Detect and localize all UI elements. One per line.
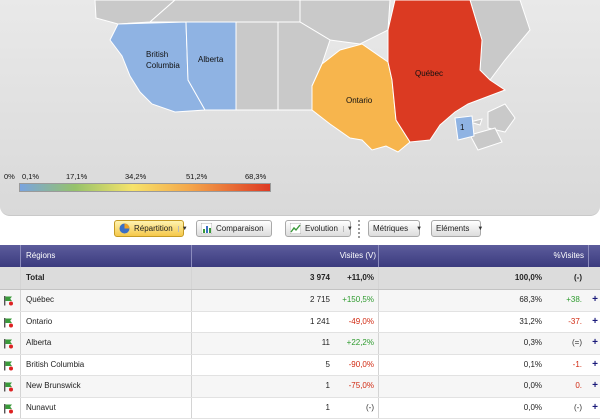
row-pct-trend: -1.	[548, 355, 582, 375]
map-label-new-brunswick: 1	[460, 123, 465, 132]
row-visites: 5	[200, 355, 330, 375]
total-pct: 100,0%	[400, 267, 542, 289]
total-pct-trend: (-)	[548, 267, 582, 289]
expand-plus-icon[interactable]: +	[590, 295, 600, 305]
bar-chart-icon	[201, 223, 212, 234]
table-body: Québec 2 715+150,5% 68,3% +38. + Ontario 1 241…	[0, 290, 600, 419]
legend-color-scale	[19, 183, 271, 192]
row-trend: -90,0%	[330, 355, 374, 375]
map-panel: British Columbia Alberta Ontario Québec …	[0, 0, 600, 216]
row-trend: -49,0%	[330, 312, 374, 332]
row-pct-trend: (=)	[548, 333, 582, 353]
view-toolbar: Répartition ▼ Comparaison Evolution ▼ Mé…	[0, 217, 600, 243]
map-region-nova-scotia	[470, 128, 502, 150]
row-pct-trend: +38.	[548, 290, 582, 310]
row-region: Québec	[26, 290, 54, 310]
segment-flag-icon[interactable]	[3, 403, 14, 414]
map-region-newfoundland	[488, 104, 515, 132]
table-row[interactable]: Alberta 11+22,2% 0,3% (=) +	[0, 333, 600, 355]
row-region: British Columbia	[26, 355, 84, 375]
table-header: Régions Visites (V) %Visites	[0, 245, 600, 267]
legend-tick: 0,1%	[22, 172, 39, 181]
row-pct: 31,2%	[400, 312, 542, 332]
column-header-regions[interactable]: Régions	[26, 245, 55, 267]
segment-flag-icon[interactable]	[3, 295, 14, 306]
map-region-new-brunswick[interactable]	[455, 116, 474, 140]
segment-flag-icon[interactable]	[3, 338, 14, 349]
pie-chart-icon	[119, 223, 130, 234]
row-trend: +150,5%	[330, 290, 374, 310]
comparaison-button[interactable]: Comparaison	[196, 220, 272, 237]
row-region: Alberta	[26, 333, 51, 353]
total-visites: 3 974	[200, 267, 330, 289]
expand-plus-icon[interactable]: +	[590, 317, 600, 327]
map-label-ontario: Ontario	[346, 96, 373, 105]
evolution-label: Evolution	[305, 224, 338, 233]
table-row[interactable]: British Columbia 5-90,0% 0,1% -1. +	[0, 355, 600, 377]
table-row[interactable]: Ontario 1 241-49,0% 31,2% -37. +	[0, 312, 600, 334]
evolution-button[interactable]: Evolution ▼	[285, 220, 351, 237]
map-label-alberta: Alberta	[198, 55, 224, 64]
table-total-row: Total 3 974 +11,0% 100,0% (-)	[0, 267, 600, 290]
table-row[interactable]: Québec 2 715+150,5% 68,3% +38. +	[0, 290, 600, 312]
legend-tick: 51,2%	[186, 172, 207, 181]
legend-tick: 17,1%	[66, 172, 87, 181]
row-visites: 2 715	[200, 290, 330, 310]
dropdown-arrow-icon: ▼	[474, 226, 483, 232]
total-trend: +11,0%	[330, 267, 374, 289]
row-visites: 11	[200, 333, 330, 353]
dropdown-arrow-icon: ▼	[413, 226, 422, 232]
metriques-button[interactable]: Métriques ▼	[368, 220, 420, 237]
dropdown-arrow-icon[interactable]: ▼	[178, 226, 188, 232]
map-label-british-columbia-line2: Columbia	[146, 61, 180, 70]
total-label: Total	[26, 267, 45, 289]
line-chart-icon	[290, 223, 301, 234]
legend-tick: 34,2%	[125, 172, 146, 181]
comparaison-label: Comparaison	[216, 224, 264, 233]
expand-plus-icon[interactable]: +	[590, 403, 600, 413]
elements-button[interactable]: Eléments ▼	[431, 220, 481, 237]
metriques-label: Métriques	[373, 224, 408, 233]
table-row[interactable]: New Brunswick 1-75,0% 0,0% 0. +	[0, 376, 600, 398]
row-visites: 1	[200, 376, 330, 396]
column-header-pct-visites[interactable]: %Visites	[380, 245, 584, 267]
map-label-british-columbia-line1: British	[146, 50, 168, 59]
toolbar-separator	[358, 220, 362, 238]
segment-flag-icon[interactable]	[3, 317, 14, 328]
row-region: New Brunswick	[26, 376, 81, 396]
segment-flag-icon[interactable]	[3, 381, 14, 392]
dropdown-arrow-icon[interactable]: ▼	[343, 226, 353, 232]
map-label-quebec: Québec	[415, 69, 443, 78]
repartition-label: Répartition	[134, 224, 173, 233]
row-pct: 68,3%	[400, 290, 542, 310]
expand-plus-icon[interactable]: +	[590, 338, 600, 348]
row-trend: -75,0%	[330, 376, 374, 396]
expand-plus-icon[interactable]: +	[590, 381, 600, 391]
segment-flag-icon[interactable]	[3, 360, 14, 371]
legend-tick: 0%	[4, 172, 15, 181]
regions-table: Régions Visites (V) %Visites Total 3 974…	[0, 245, 600, 419]
legend-tick: 68,3%	[245, 172, 266, 181]
column-header-visites[interactable]: Visites (V)	[192, 245, 376, 267]
elements-label: Eléments	[436, 224, 469, 233]
map-region-saskatchewan[interactable]	[236, 22, 278, 110]
row-trend: +22,2%	[330, 333, 374, 353]
row-visites: 1 241	[200, 312, 330, 332]
map-region-northwest-territories[interactable]	[150, 0, 300, 22]
repartition-button[interactable]: Répartition ▼	[114, 220, 184, 237]
expand-plus-icon[interactable]: +	[590, 360, 600, 370]
row-pct-trend: 0.	[548, 376, 582, 396]
row-pct: 0,1%	[400, 355, 542, 375]
row-pct: 0,0%	[400, 376, 542, 396]
row-region: Ontario	[26, 312, 52, 332]
row-pct-trend: -37.	[548, 312, 582, 332]
row-pct: 0,3%	[400, 333, 542, 353]
map-legend: 0% 0,1% 17,1% 34,2% 51,2% 68,3%	[0, 170, 290, 196]
